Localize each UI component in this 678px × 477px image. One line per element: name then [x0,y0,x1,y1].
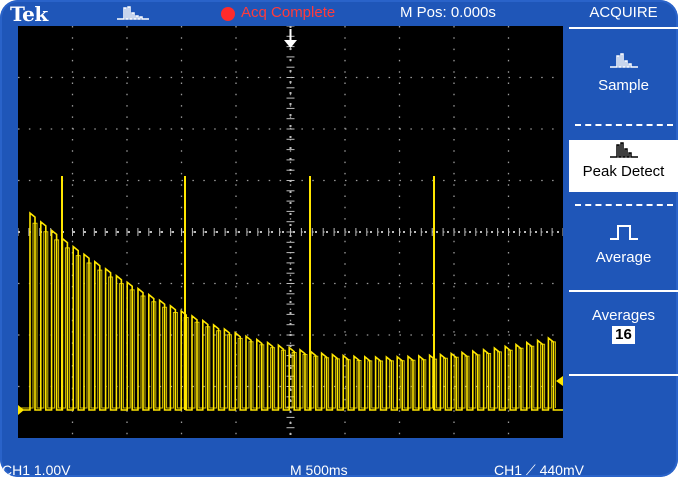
record-indicator-icon [221,7,235,21]
readout-bar: CH1 1.00V M 500ms CH1 ⟋ 440mV [0,438,584,477]
menu-divider [569,374,678,376]
menu-divider [569,27,678,29]
acquisition-status: Acq Complete [241,4,336,21]
channel-scale-readout: CH1 1.00V [2,462,71,477]
sample-icon [609,53,638,68]
brand-logo: Tek [10,2,48,26]
peak-detect-button[interactable]: Peak Detect [569,140,678,192]
trigger-level-marker [556,376,563,386]
trigger-position-marker [284,40,297,48]
averages-value: 16 [612,326,635,344]
waveform-graticule [18,26,563,438]
peak-detect-label: Peak Detect [582,163,665,180]
peak-detect-icon [609,142,638,158]
average-icon [609,225,638,240]
waveform-trace-peak [18,222,556,409]
timebase-readout: M 500ms [290,462,348,477]
sample-button[interactable]: Sample [569,50,678,110]
acquire-menu: ACQUIRE Sample Peak Detect Average Avera… [569,0,678,477]
waveform-trace [18,211,563,411]
sample-label: Sample [598,77,649,94]
horizontal-position: M Pos: 0.000s [400,4,496,21]
averages-label: Averages [591,307,656,324]
average-button[interactable]: Average [569,222,678,278]
channel-ground-marker [18,405,24,415]
status-bar: Tek Acq Complete M Pos: 0.000s [0,0,568,26]
menu-title: ACQUIRE [589,4,658,21]
menu-divider [575,124,673,126]
waveform-screen [18,26,563,438]
averages-button[interactable]: Averages 16 [569,307,678,367]
menu-divider [575,204,673,206]
trigger-readout: CH1 ⟋ 440mV [494,462,584,477]
menu-divider [569,290,678,292]
average-label: Average [595,249,652,266]
peak-detect-icon [117,6,149,20]
